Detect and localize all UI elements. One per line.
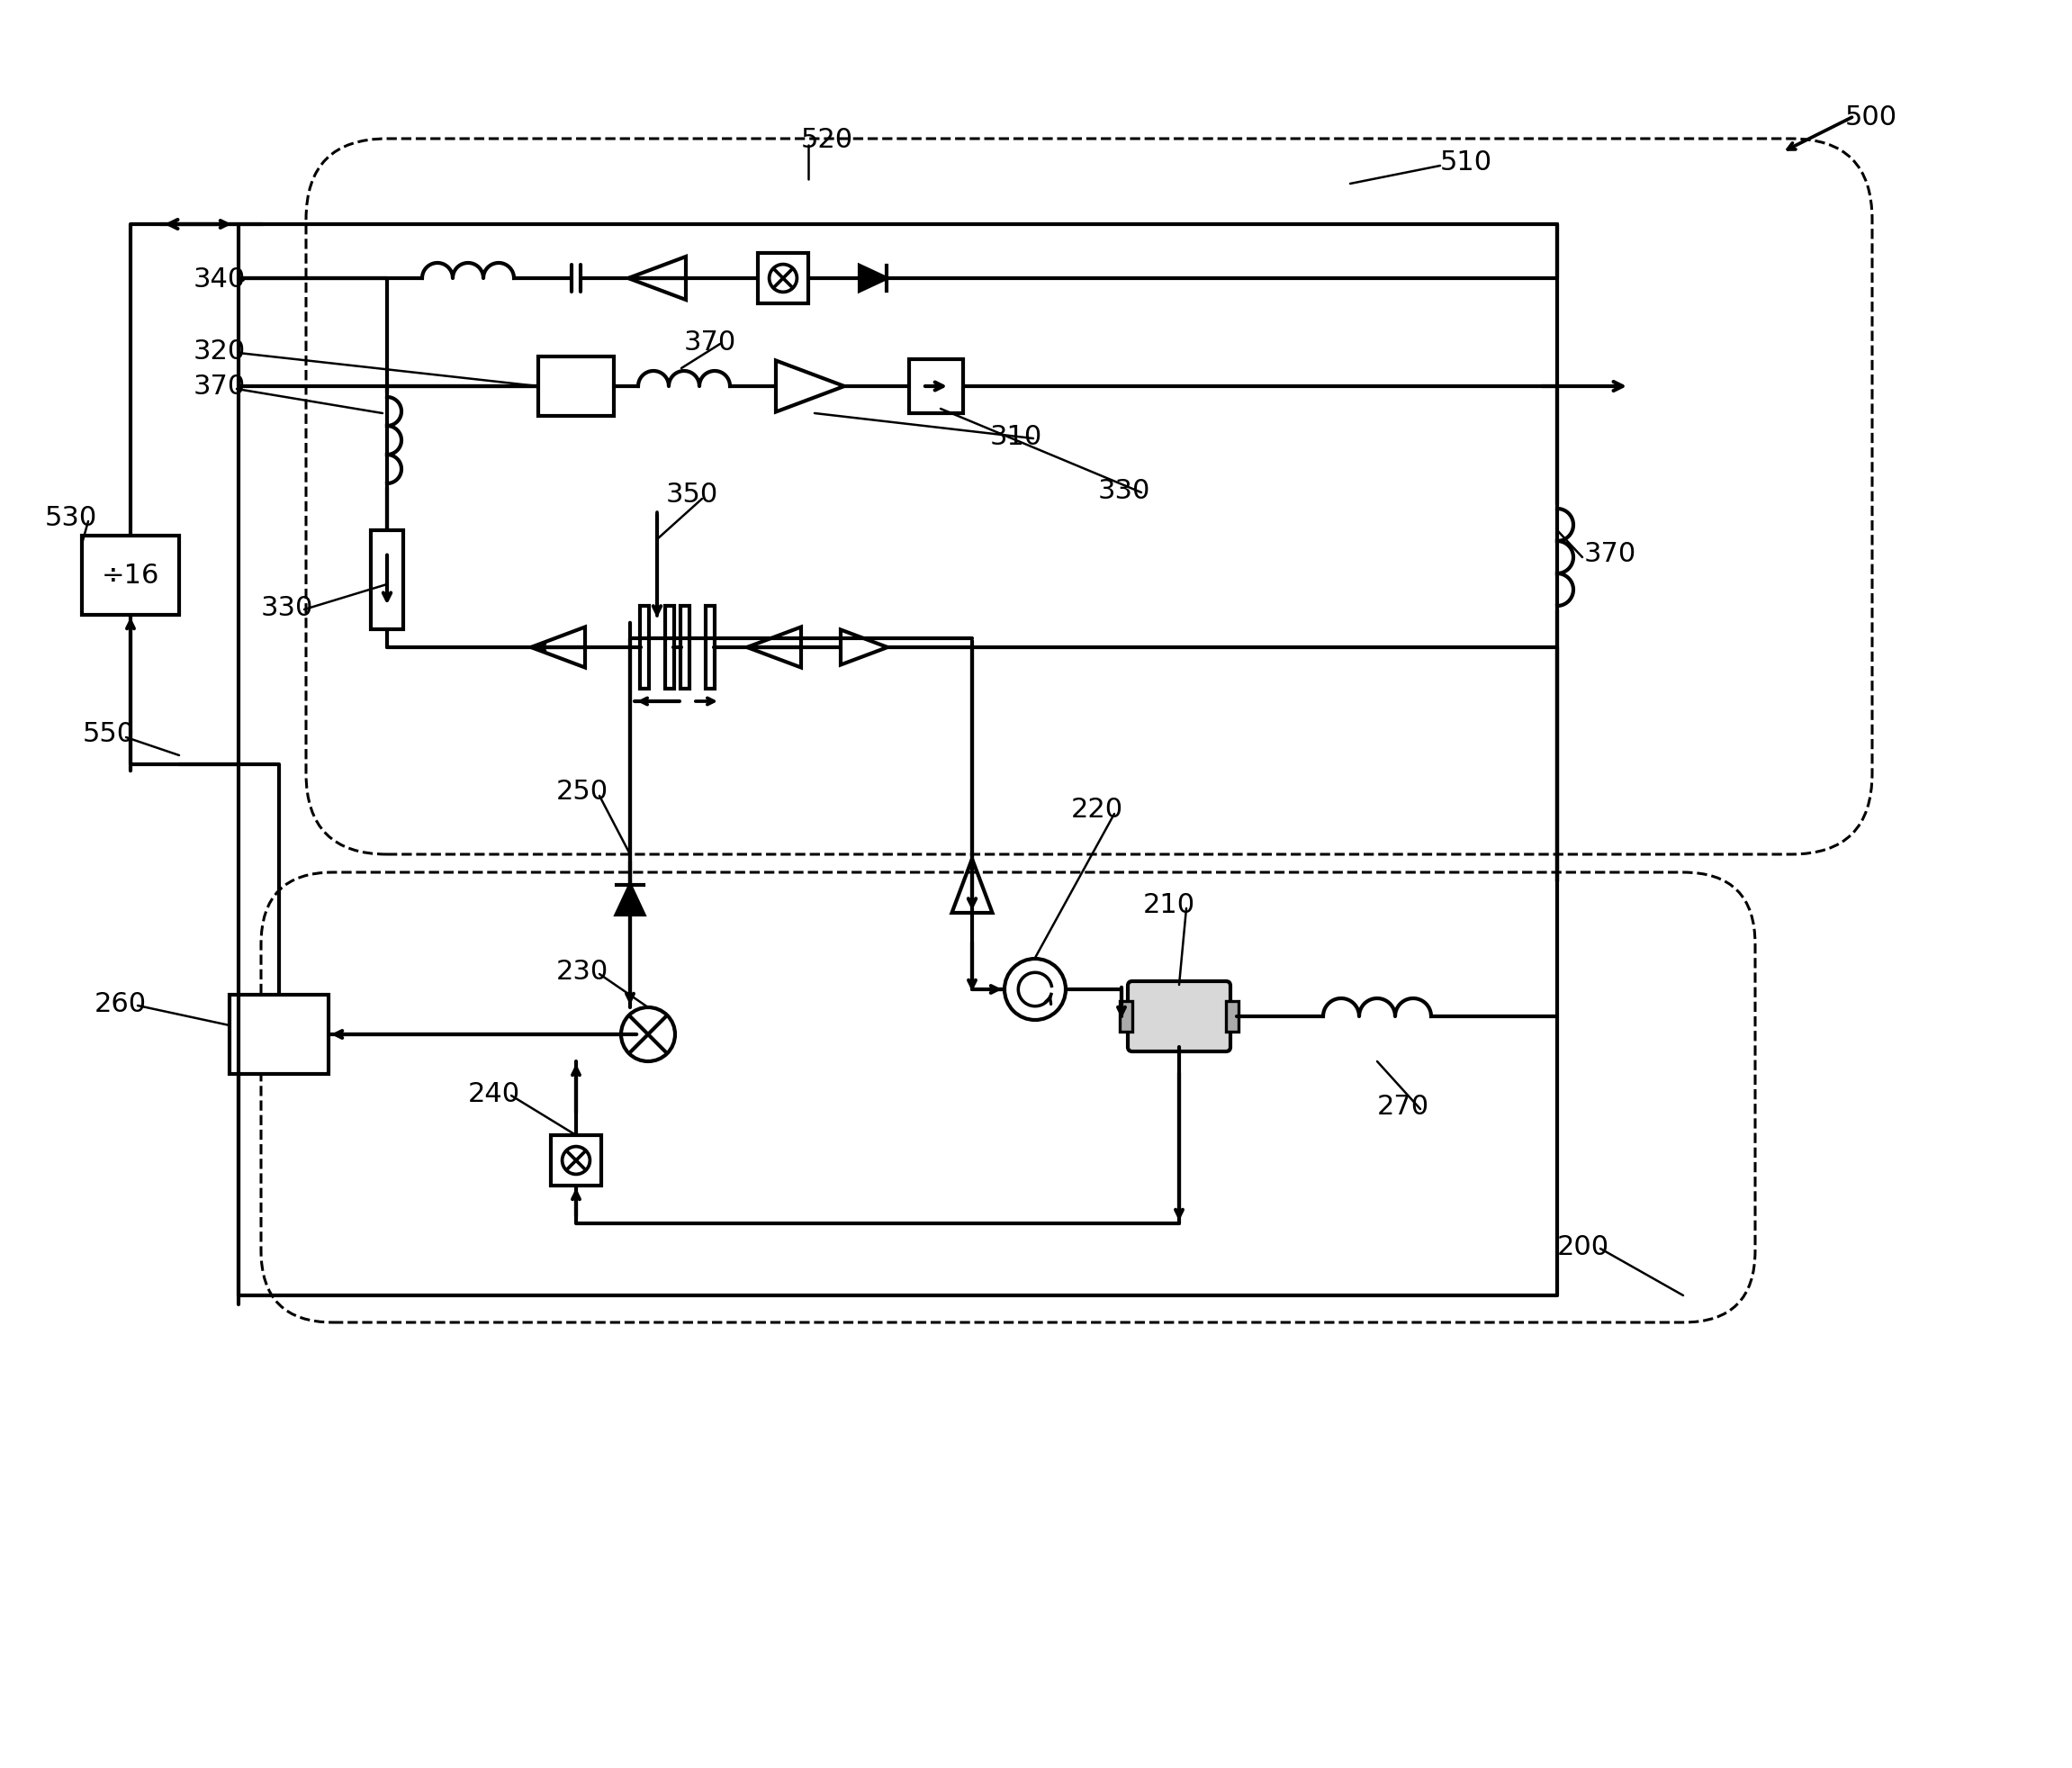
Text: ÷16: ÷16 [102, 562, 160, 589]
Bar [640, 606, 649, 690]
Bar [758, 255, 808, 304]
Text: 370: 370 [193, 373, 247, 400]
Text: 530: 530 [46, 504, 97, 530]
Text: 350: 350 [665, 483, 719, 507]
Text: 500: 500 [1846, 104, 1898, 131]
Bar [539, 357, 613, 417]
Text: 200: 200 [1558, 1232, 1610, 1259]
Polygon shape [615, 886, 644, 916]
Text: 320: 320 [193, 338, 247, 364]
Text: 340: 340 [193, 265, 247, 292]
Text: 210: 210 [1144, 891, 1196, 918]
Text: 330: 330 [261, 594, 313, 621]
Text: 370: 370 [1585, 541, 1637, 566]
Text: 330: 330 [1098, 477, 1150, 504]
Bar [680, 606, 690, 690]
Text: 370: 370 [684, 329, 736, 355]
Bar [83, 536, 178, 615]
Bar [910, 361, 963, 414]
Polygon shape [860, 267, 887, 292]
FancyBboxPatch shape [1127, 981, 1231, 1052]
Bar [230, 995, 329, 1075]
Text: 240: 240 [468, 1080, 520, 1107]
Text: 510: 510 [1440, 149, 1492, 175]
Bar [371, 530, 404, 629]
Text: 230: 230 [555, 958, 609, 985]
Text: 550: 550 [83, 720, 135, 746]
Bar [1227, 1001, 1239, 1033]
Text: 520: 520 [802, 127, 854, 152]
Bar [707, 606, 715, 690]
Text: 260: 260 [95, 990, 147, 1017]
Text: 250: 250 [555, 778, 609, 804]
Bar [551, 1135, 601, 1186]
Text: 310: 310 [990, 423, 1042, 449]
Text: 220: 220 [1071, 797, 1123, 822]
Bar [665, 606, 673, 690]
Bar [1119, 1001, 1131, 1033]
Text: 270: 270 [1378, 1094, 1430, 1119]
